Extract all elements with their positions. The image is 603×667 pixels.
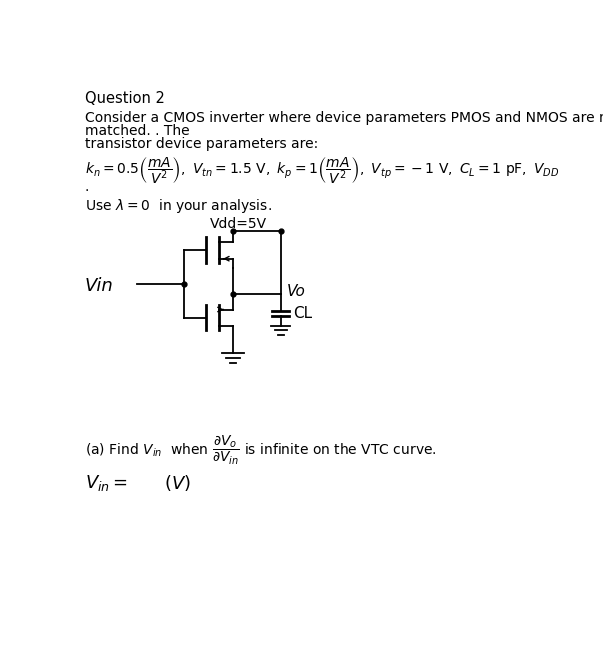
Text: $V_{in} =$: $V_{in} =$ <box>84 473 128 493</box>
Text: transistor device parameters are:: transistor device parameters are: <box>84 137 318 151</box>
Text: CL: CL <box>293 306 312 321</box>
Text: $(V)$: $(V)$ <box>165 473 191 493</box>
Text: Vo: Vo <box>287 284 306 299</box>
Text: .: . <box>84 180 89 194</box>
Text: $k_n = 0.5\left(\dfrac{mA}{V^2}\right),\ V_{tn} = 1.5\ \mathrm{V},\ k_p = 1\left: $k_n = 0.5\left(\dfrac{mA}{V^2}\right),\… <box>84 155 559 185</box>
Text: Consider a CMOS inverter where device parameters PMOS and NMOS are not: Consider a CMOS inverter where device pa… <box>84 111 603 125</box>
Text: (a) Find $V_{in}$  when $\dfrac{\partial V_o}{\partial V_{in}}$ is infinite on t: (a) Find $V_{in}$ when $\dfrac{\partial … <box>84 434 437 468</box>
Text: Use $\lambda = 0$  in your analysis.: Use $\lambda = 0$ in your analysis. <box>84 197 271 215</box>
Text: Vin: Vin <box>84 277 113 295</box>
Text: matched. . The: matched. . The <box>84 124 189 138</box>
Text: Question 2: Question 2 <box>84 91 165 106</box>
Text: Vdd=5V: Vdd=5V <box>209 217 267 231</box>
